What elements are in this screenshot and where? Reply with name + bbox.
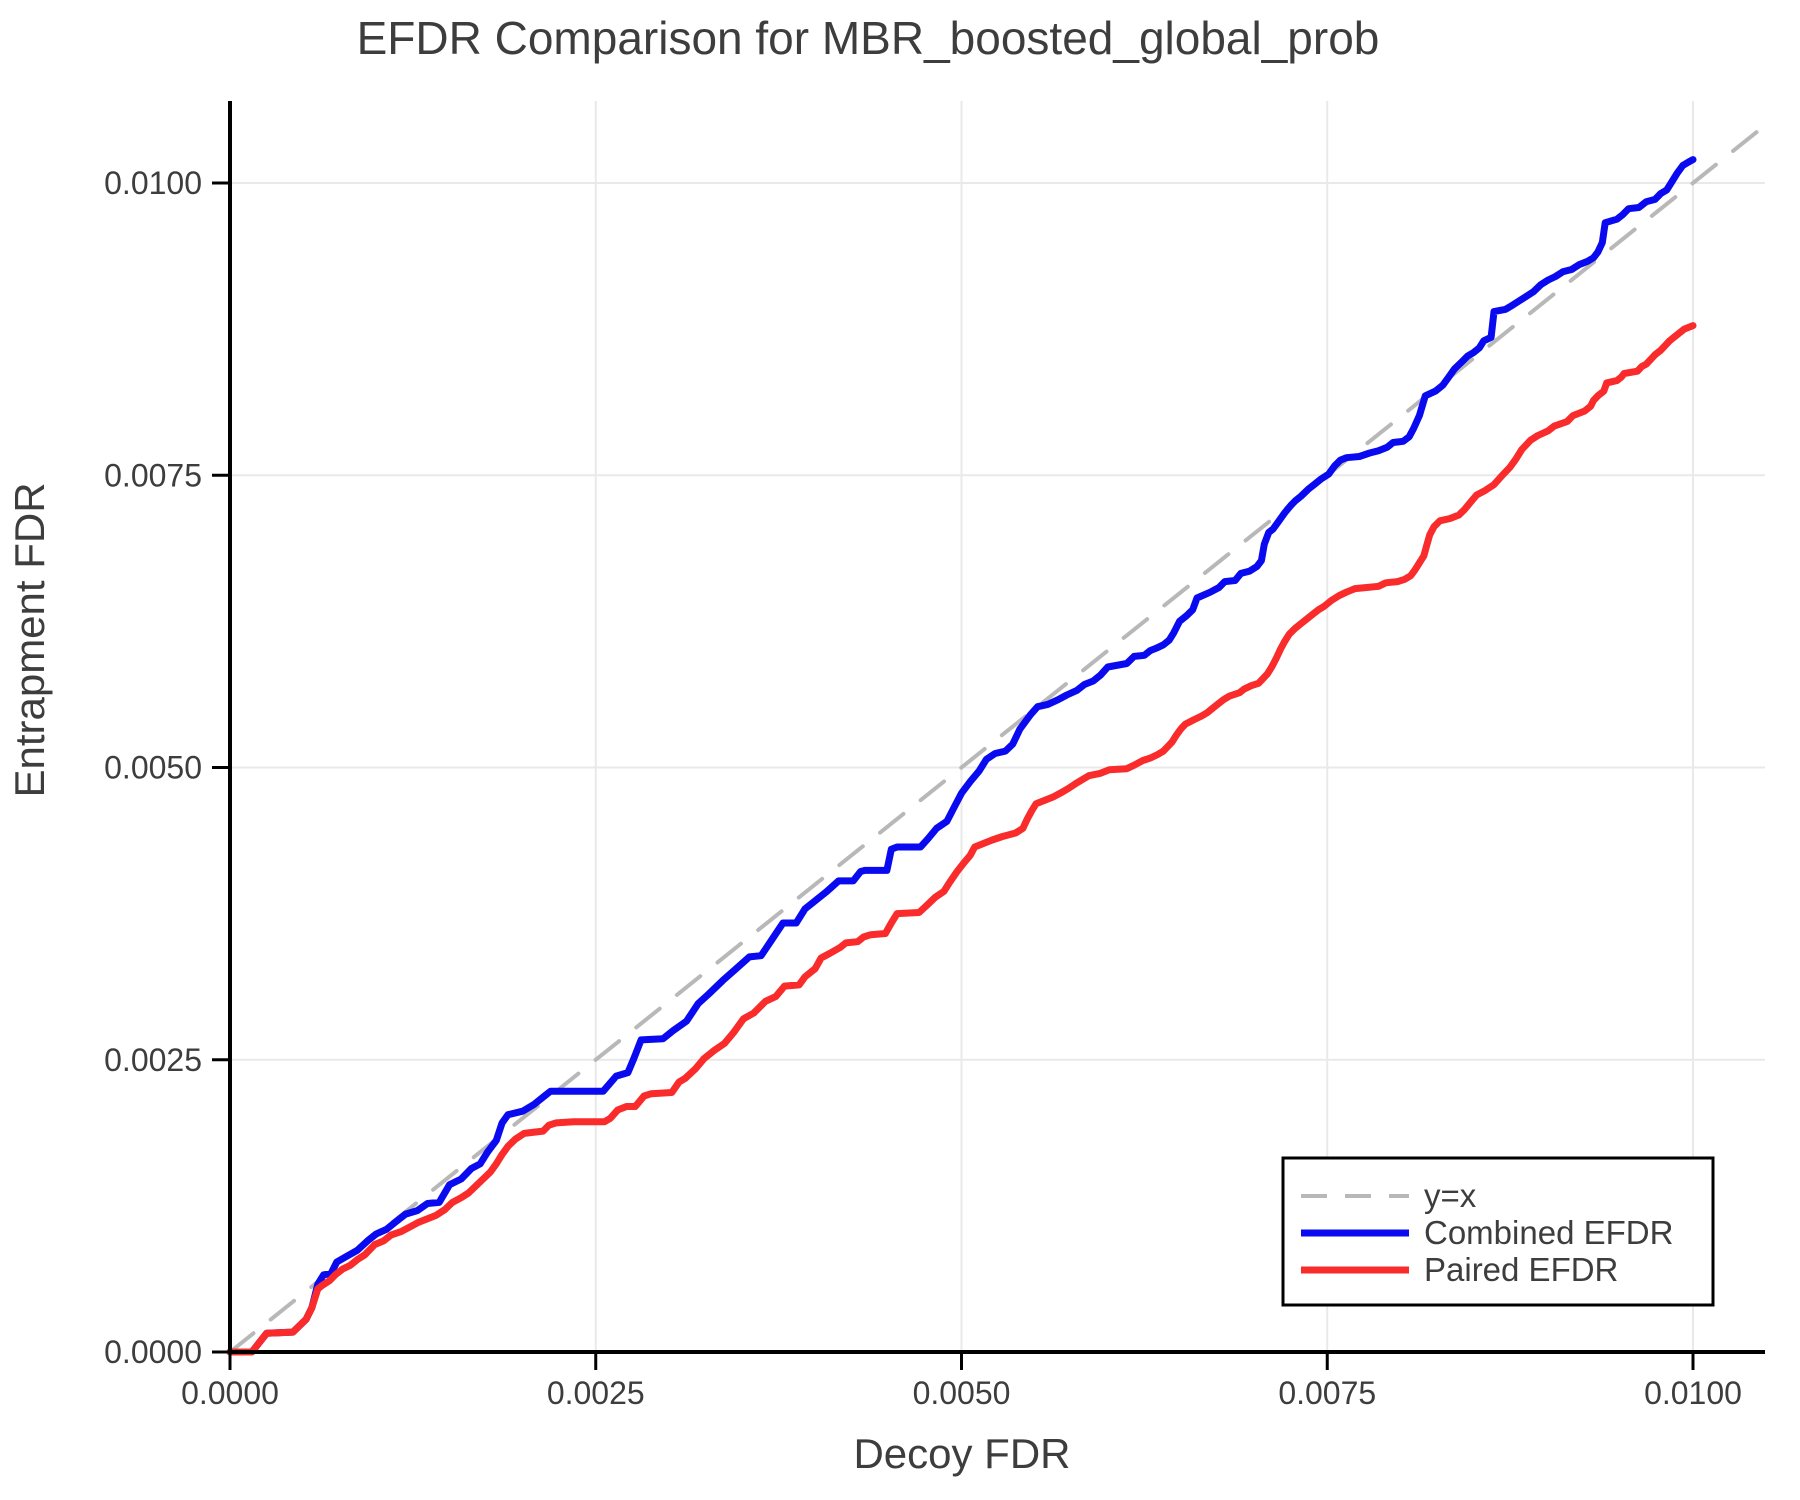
axis-tick-labels: 0.0000 0.0025 0.0050 0.0075 0.0100 0.0000 0.00… (104, 165, 1742, 1411)
plot-axes (212, 101, 1765, 1370)
y-tick-label: 0.0025 (104, 1042, 202, 1078)
x-tick-label: 0.0000 (181, 1375, 279, 1411)
x-tick-label: 0.0075 (1278, 1375, 1376, 1411)
x-tick-label: 0.0025 (547, 1375, 645, 1411)
y-tick-label: 0.0075 (104, 457, 202, 493)
x-tick-label: 0.0050 (913, 1375, 1011, 1411)
y-axis-label: Entrapment FDR (6, 482, 53, 797)
legend-label-yx: y=x (1424, 1177, 1477, 1214)
legend-label-combined: Combined EFDR (1424, 1214, 1673, 1251)
y-tick-label: 0.0000 (104, 1334, 202, 1370)
combined-efdr-line (226, 156, 1697, 1356)
y-tick-label: 0.0100 (104, 165, 202, 201)
x-axis-label: Decoy FDR (853, 1430, 1070, 1477)
chart-title: EFDR Comparison for MBR_boosted_global_p… (357, 12, 1380, 64)
legend: y=x Combined EFDR Paired EFDR (1281, 1156, 1715, 1307)
x-tick-label: 0.0100 (1644, 1375, 1742, 1411)
paired-efdr-line (226, 322, 1697, 1356)
y-tick-label: 0.0050 (104, 750, 202, 786)
plot-series (226, 123, 1767, 1356)
yx-reference-line (228, 123, 1767, 1354)
legend-label-paired: Paired EFDR (1424, 1251, 1618, 1288)
